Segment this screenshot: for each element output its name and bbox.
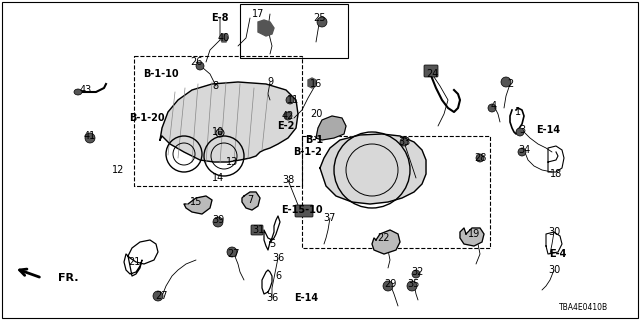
Text: TBA4E0410B: TBA4E0410B [559,303,609,313]
Text: B-1-2: B-1-2 [294,147,323,157]
Text: E-15-10: E-15-10 [281,205,323,215]
Text: 21: 21 [128,257,140,267]
Text: 27: 27 [228,249,240,259]
Text: B-1-10: B-1-10 [143,69,179,79]
Text: 43: 43 [80,85,92,95]
Text: 16: 16 [310,79,322,89]
Circle shape [196,62,204,70]
Text: 14: 14 [212,173,224,183]
Polygon shape [320,134,426,204]
Circle shape [407,281,417,291]
Text: 10: 10 [212,127,224,137]
Text: 15: 15 [190,197,202,207]
Circle shape [317,17,327,27]
Text: 30: 30 [548,227,560,237]
Circle shape [518,148,526,156]
Polygon shape [316,116,346,140]
Text: B-1-20: B-1-20 [129,113,165,123]
Text: 19: 19 [468,229,480,239]
Text: 25: 25 [314,13,326,23]
Text: E-14: E-14 [294,293,318,303]
Text: 30: 30 [548,265,560,275]
Circle shape [516,128,524,136]
Circle shape [284,112,292,120]
Polygon shape [160,82,298,162]
Text: 33: 33 [398,137,410,147]
Text: 22: 22 [378,233,390,243]
Text: 18: 18 [550,169,562,179]
FancyBboxPatch shape [295,205,313,217]
Circle shape [85,133,95,143]
Text: 31: 31 [252,225,264,235]
Text: 1: 1 [515,107,521,117]
Text: 26: 26 [190,57,202,67]
Text: 5: 5 [269,239,275,249]
Polygon shape [258,20,274,36]
Text: 37: 37 [324,213,336,223]
Circle shape [476,154,484,162]
Polygon shape [220,34,228,42]
Text: 6: 6 [275,271,281,281]
Circle shape [213,217,223,227]
Text: E-2: E-2 [277,121,294,131]
Text: 32: 32 [412,267,424,277]
Circle shape [400,138,408,146]
Bar [240,4,348,58]
Text: 8: 8 [212,81,218,91]
Circle shape [218,131,222,135]
Text: 27: 27 [156,291,168,301]
Text: 4: 4 [491,101,497,111]
Bar [134,56,302,186]
Text: 42: 42 [282,111,294,121]
Text: E-4: E-4 [549,249,566,259]
Polygon shape [242,192,260,210]
Text: E-14: E-14 [536,125,560,135]
Circle shape [501,77,511,87]
Text: 24: 24 [426,69,438,79]
Text: 41: 41 [84,131,96,141]
Circle shape [153,291,163,301]
Text: 29: 29 [384,279,396,289]
Text: E-8: E-8 [211,13,228,23]
Text: 13: 13 [226,157,238,167]
Polygon shape [308,78,316,88]
Circle shape [286,96,294,104]
Text: 3: 3 [519,125,525,135]
Polygon shape [460,228,484,246]
Text: 2: 2 [507,79,513,89]
Text: 39: 39 [212,215,224,225]
Circle shape [412,270,420,278]
Text: 38: 38 [282,175,294,185]
FancyBboxPatch shape [251,225,263,235]
Text: 35: 35 [408,279,420,289]
Text: 40: 40 [218,33,230,43]
Text: 17: 17 [252,9,264,19]
Circle shape [488,104,496,112]
Text: 36: 36 [272,253,284,263]
Text: B-1: B-1 [305,135,323,145]
Text: 11: 11 [287,95,299,105]
FancyBboxPatch shape [424,65,438,77]
Text: 34: 34 [518,145,530,155]
Text: 20: 20 [310,109,322,119]
Text: 28: 28 [474,153,486,163]
Polygon shape [372,230,400,254]
Text: FR.: FR. [58,273,79,283]
Circle shape [227,247,237,257]
Polygon shape [184,196,212,214]
Text: 12: 12 [112,165,124,175]
Text: 7: 7 [247,195,253,205]
Text: 9: 9 [267,77,273,87]
Text: 36: 36 [266,293,278,303]
Circle shape [383,281,393,291]
Bar [302,136,490,248]
Ellipse shape [74,89,82,95]
